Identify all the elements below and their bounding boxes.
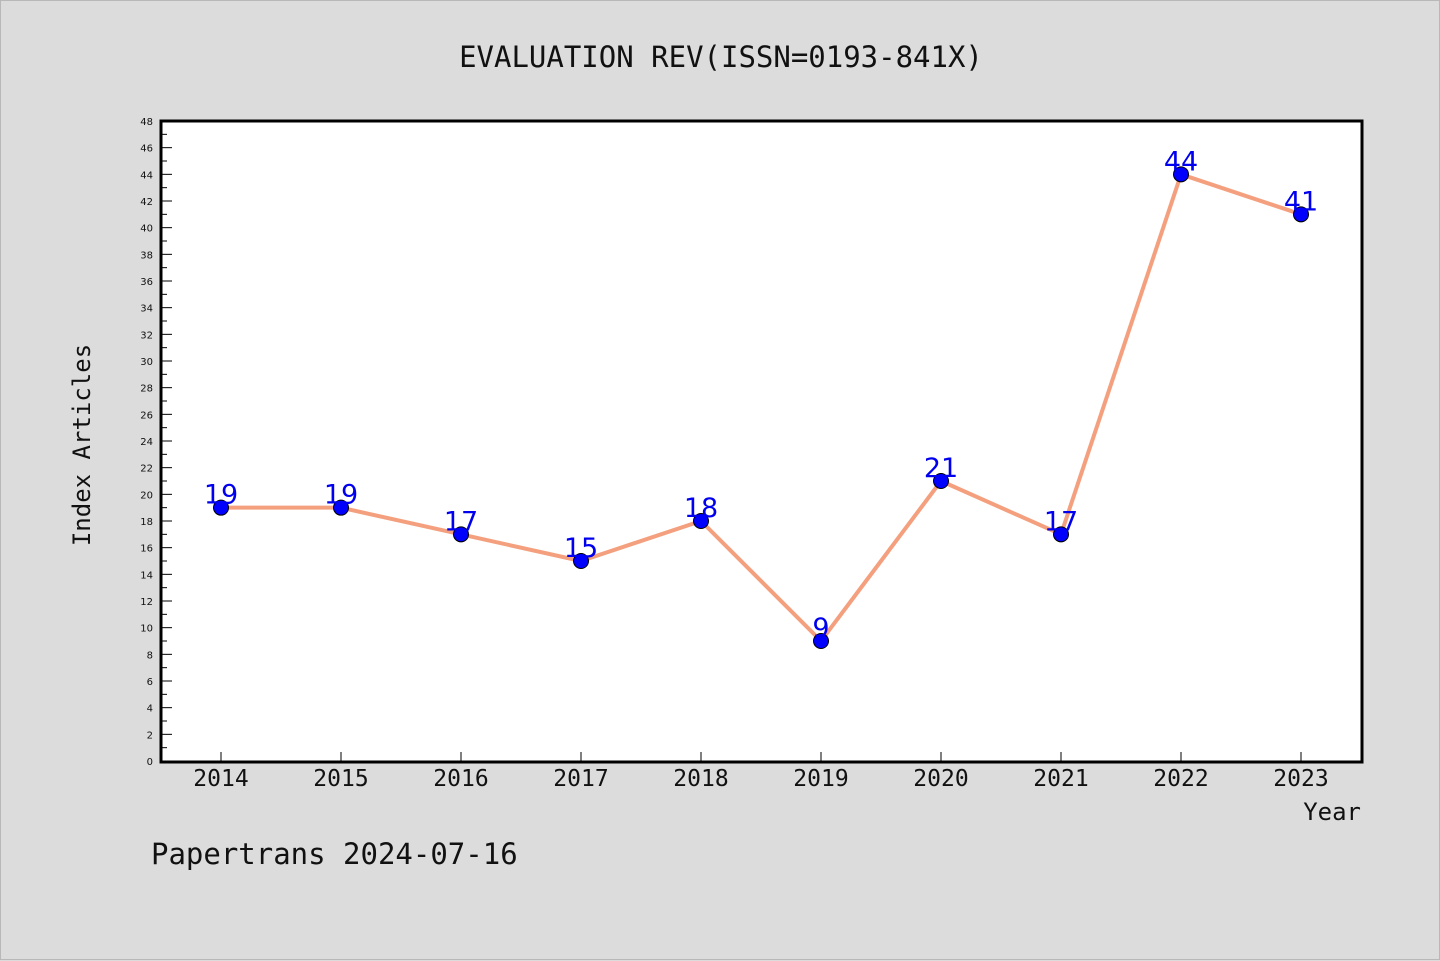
data-label: 41	[1284, 186, 1318, 217]
y-tick-label: 20	[140, 490, 153, 501]
y-tick-label: 16	[140, 544, 153, 555]
y-tick-label: 42	[140, 197, 153, 208]
y-axis-title: Index Articles	[68, 344, 96, 546]
data-label: 21	[924, 453, 958, 484]
y-tick-label: 0	[147, 757, 153, 768]
data-point	[1293, 206, 1309, 223]
x-axis-title: Year	[1303, 798, 1361, 826]
y-tick-label: 4	[147, 704, 153, 715]
y-tick-label: 26	[140, 410, 153, 421]
x-axis: 2014 2015 2016 2017 2018 2019 2020 2021 2022 2023	[193, 752, 1329, 792]
y-tick-label: 46	[140, 144, 153, 155]
chart-title: EVALUATION REV(ISSN=0193-841X)	[459, 40, 983, 74]
y-tick-label: 22	[140, 464, 153, 475]
plot-area	[159, 119, 1364, 764]
y-tick-label: 10	[140, 624, 153, 635]
x-tick-label: 2019	[793, 766, 848, 792]
x-tick-label: 2021	[1033, 766, 1088, 792]
y-tick-label: 48	[140, 117, 153, 128]
data-point	[1053, 526, 1069, 543]
y-tick-label: 30	[140, 357, 153, 368]
data-label: 18	[684, 493, 718, 524]
y-tick-label: 8	[147, 650, 153, 661]
y-tick-label: 24	[140, 437, 153, 448]
data-label: 19	[204, 480, 238, 511]
data-label: 44	[1164, 146, 1198, 177]
y-tick-label: 38	[140, 250, 153, 261]
y-tick-label: 28	[140, 384, 153, 395]
data-point	[813, 633, 829, 649]
x-tick-label: 2023	[1273, 766, 1328, 792]
footer-credit: Papertrans 2024-07-16	[151, 837, 518, 871]
y-tick-label: 2	[147, 730, 153, 741]
data-point	[693, 513, 709, 529]
data-label: 17	[444, 506, 478, 537]
data-label: 19	[324, 480, 358, 511]
y-tick-label: 18	[140, 517, 153, 528]
y-tick-label: 14	[140, 570, 153, 581]
y-tick-label: 36	[140, 277, 153, 288]
y-tick-label: 32	[140, 330, 153, 341]
x-tick-label: 2016	[433, 766, 488, 792]
x-tick-label: 2018	[673, 766, 728, 792]
series-layer	[213, 166, 1309, 649]
y-axis: 0246810121416182022242628303234363840424…	[140, 117, 172, 768]
y-tick-label: 40	[140, 224, 153, 235]
data-label-layer: 19 19 17 15 18 9 21 17 44 41	[204, 146, 1318, 644]
series-line	[221, 172, 1302, 643]
x-tick-label: 2014	[193, 766, 248, 792]
data-point	[453, 526, 469, 543]
data-point	[213, 499, 229, 516]
data-point	[333, 499, 349, 516]
data-label: 9	[812, 613, 829, 644]
y-tick-label: 44	[140, 170, 153, 181]
y-tick-label: 34	[140, 304, 153, 315]
data-point	[573, 553, 589, 569]
x-tick-label: 2017	[553, 766, 608, 792]
data-label: 15	[564, 533, 598, 564]
data-label: 17	[1044, 506, 1078, 537]
x-tick-label: 2020	[913, 766, 968, 792]
y-tick-label: 12	[140, 597, 153, 608]
x-tick-label: 2022	[1153, 766, 1208, 792]
data-point	[933, 473, 949, 489]
x-tick-label: 2015	[313, 766, 368, 792]
data-point	[1173, 166, 1189, 183]
y-tick-label: 6	[147, 677, 153, 688]
